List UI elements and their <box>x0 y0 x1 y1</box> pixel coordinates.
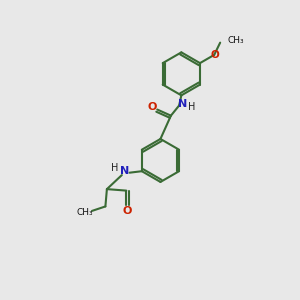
Text: O: O <box>123 206 132 216</box>
Text: H: H <box>111 163 118 172</box>
Text: N: N <box>120 166 129 176</box>
Text: CH₃: CH₃ <box>76 208 93 217</box>
Text: N: N <box>178 99 187 109</box>
Text: O: O <box>148 102 157 112</box>
Text: H: H <box>188 102 195 112</box>
Text: O: O <box>210 50 219 60</box>
Text: CH₃: CH₃ <box>227 36 244 45</box>
